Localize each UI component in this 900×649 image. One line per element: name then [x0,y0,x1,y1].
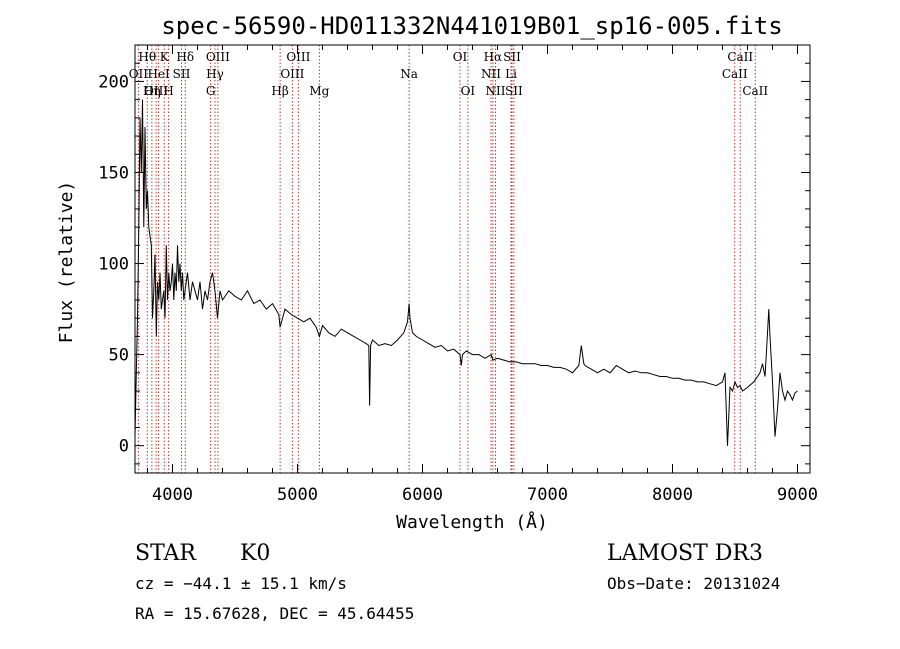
spectral-line-label: SII [503,50,521,64]
spectral-line-label: Hθ [138,50,156,64]
spectral-line-label: NII [486,84,506,98]
spectral-line-label: G [206,84,216,98]
spectral-line-label: Na [400,67,418,81]
spectral-line-label: SII [505,84,523,98]
spectral-line-label: Hδ [176,50,194,64]
survey-label: LAMOST DR3 [607,541,763,566]
x-axis-label: Wavelength (Å) [396,511,548,533]
y-tick-label: 100 [98,255,129,275]
spectral-line-label: OI [453,50,468,64]
spectral-line-label: H [163,84,173,98]
x-axis-ticks: 4000 5000 6000 7000 8000 9000 [147,45,818,505]
spectral-line-label: OII [129,67,149,81]
x-tick-label: 6000 [402,485,443,505]
spectral-line-label: Hα [484,50,503,64]
spectral-line-label: CaII [722,67,748,81]
spectral-line-markers [137,45,756,473]
spectral-line-label: OIII [286,50,310,64]
spectral-line-label: K [160,50,170,64]
redshift-text: cz = −44.1 ± 15.1 km/s [135,574,347,593]
y-axis-ticks: 0 50 100 150 200 [98,44,810,465]
spectral-line-label: NII [481,67,501,81]
spectral-line-label: CaII [727,50,753,64]
spectral-line-label: Hη [143,84,161,98]
object-subclass: K0 [240,541,270,566]
spectral-line-label: Li [505,67,517,81]
spectral-line-label: Mg [309,84,329,98]
spectral-line-label: Hβ [271,84,288,98]
x-tick-label: 5000 [277,485,318,505]
spectral-line-label: SII [173,67,191,81]
y-tick-label: 200 [98,72,129,92]
x-tick-label: 9000 [777,485,818,505]
x-tick-label: 8000 [652,485,693,505]
spectral-line-label: CaII [742,84,768,98]
object-class: STAR [135,541,197,566]
y-tick-label: 50 [109,346,129,366]
spectral-line-label: HeI [147,67,170,81]
y-tick-label: 150 [98,163,129,183]
obs-date: Obs−Date: 20131024 [607,574,780,593]
x-tick-label: 7000 [527,485,568,505]
spectral-line-label: OI [461,84,476,98]
spectral-line-label: Hγ [206,67,224,81]
spectral-line-label: OIII [280,67,304,81]
chart-title: spec-56590-HD011332N441019B01_sp16-005.f… [161,12,782,40]
x-tick-label: 4000 [152,485,193,505]
plot-frame [134,44,811,474]
spectrum-line [134,99,798,446]
spectral-line-label: OIII [144,84,168,98]
y-axis-label: Flux (relative) [56,181,77,344]
spectral-line-label: OIII [206,50,230,64]
y-tick-label: 0 [119,437,129,457]
coordinates: RA = 15.67628, DEC = 45.64455 [135,604,414,623]
